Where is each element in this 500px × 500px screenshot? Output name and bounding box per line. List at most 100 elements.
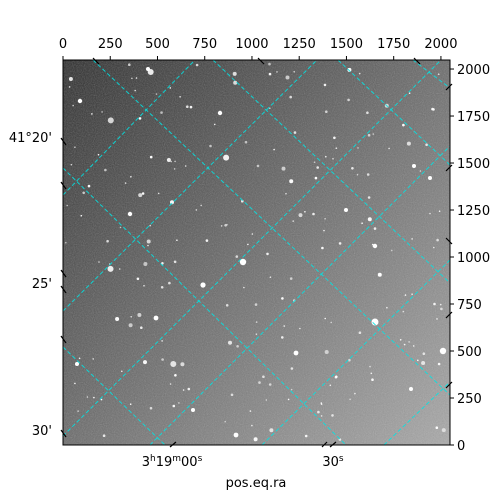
star: [429, 212, 431, 215]
world-coordinate-ticks: [60, 57, 453, 448]
star: [433, 302, 436, 306]
y-tick-label: 1750: [457, 110, 490, 125]
star: [135, 77, 138, 79]
dec-tick-label: 25': [32, 277, 52, 292]
star: [323, 83, 327, 87]
star: [104, 168, 107, 172]
ra-tick-label: 3h19m00s: [142, 454, 203, 470]
star: [348, 358, 351, 362]
star: [289, 179, 294, 184]
star: [293, 131, 297, 134]
star: [441, 428, 446, 433]
grid-line: [63, 167, 347, 445]
star: [422, 352, 426, 356]
star: [172, 404, 176, 408]
star: [304, 211, 306, 213]
star: [161, 358, 164, 361]
star: [408, 92, 411, 94]
star: [195, 209, 198, 211]
star: [330, 321, 333, 324]
star: [439, 303, 442, 306]
bright-star: [372, 243, 378, 249]
grid-line: [63, 346, 166, 445]
star: [241, 199, 244, 203]
star: [411, 293, 413, 296]
star: [91, 113, 93, 115]
star: [269, 428, 274, 433]
sky-image: [63, 60, 450, 445]
star: [367, 217, 372, 222]
star: [251, 424, 253, 427]
star-field: [65, 62, 447, 442]
star: [436, 238, 439, 242]
star: [289, 95, 293, 99]
star: [281, 336, 284, 339]
star: [118, 268, 121, 270]
bright-star: [217, 110, 223, 116]
star: [143, 360, 147, 365]
star: [366, 173, 370, 176]
star: [320, 403, 323, 406]
star: [253, 437, 258, 442]
star: [140, 326, 143, 330]
star: [107, 117, 114, 124]
star: [391, 249, 393, 252]
star: [161, 262, 164, 265]
star: [268, 72, 272, 76]
star: [299, 327, 301, 330]
star: [128, 63, 131, 66]
star: [170, 361, 177, 367]
star: [276, 71, 278, 73]
star: [273, 148, 275, 151]
bright-star: [239, 258, 247, 266]
star: [146, 239, 151, 244]
star: [313, 161, 316, 163]
world-tick-mark: [60, 335, 67, 344]
star: [323, 229, 325, 232]
star: [182, 389, 185, 391]
star: [373, 227, 377, 230]
star: [304, 434, 308, 438]
star: [68, 77, 73, 81]
star: [124, 182, 127, 184]
star: [437, 362, 441, 366]
star: [98, 261, 100, 263]
star: [107, 265, 114, 272]
star: [333, 136, 336, 140]
star: [160, 111, 163, 114]
star: [292, 220, 295, 222]
star: [317, 410, 320, 414]
star: [283, 325, 286, 327]
star: [130, 176, 132, 178]
star: [367, 133, 371, 137]
star: [213, 123, 216, 126]
star: [174, 160, 176, 163]
star: [72, 104, 74, 107]
star: [143, 262, 148, 266]
star: [293, 71, 296, 73]
star: [404, 294, 407, 296]
star: [281, 297, 284, 300]
star: [440, 307, 443, 311]
star: [174, 374, 177, 377]
x-axis-label: pos.eq.ra: [226, 476, 287, 491]
world-tick-mark: [60, 269, 67, 278]
star: [121, 370, 123, 373]
star: [97, 153, 100, 156]
bright-star: [146, 67, 150, 71]
star: [74, 382, 76, 385]
star: [147, 244, 149, 247]
y-tick-label: 250: [457, 392, 482, 407]
star: [149, 406, 153, 410]
y-tick-label: 500: [457, 345, 482, 360]
star: [262, 375, 265, 379]
bright-star: [439, 347, 447, 355]
world-tick-mark: [413, 57, 421, 65]
bright-star: [75, 362, 79, 366]
y-tick-label: 1250: [457, 204, 490, 219]
star: [290, 367, 294, 370]
x-pixel-axis-top: 0 250 500 750 1000 1250 1500 1750 2000: [59, 37, 457, 60]
bright-star: [77, 98, 83, 104]
y-tick-label: 0: [457, 439, 465, 454]
star: [128, 323, 133, 328]
